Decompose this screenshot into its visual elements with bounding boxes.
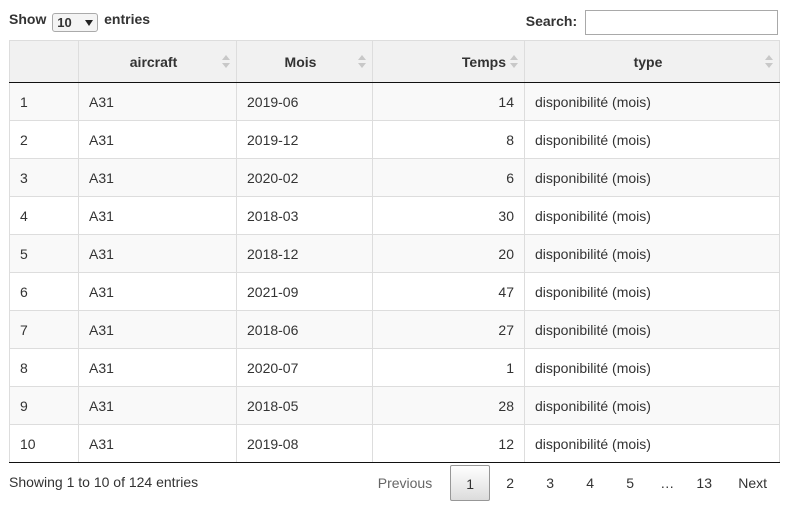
table-row: 2 A31 2019-12 8 disponibilité (mois): [9, 120, 780, 159]
aircraft-cell: A31: [78, 158, 237, 197]
aircraft-cell: A31: [78, 348, 237, 387]
search-input[interactable]: [585, 9, 778, 35]
table-row: 9 A31 2018-05 28 disponibilité (mois): [9, 386, 780, 425]
temps-cell: 14: [372, 82, 525, 121]
temps-cell: 8: [372, 120, 525, 159]
row-index-cell: 8: [9, 348, 79, 387]
sort-icon: [765, 55, 773, 69]
data-table: aircraft Mois Temps type 1 A31 2019-06 1…: [9, 40, 780, 463]
mois-cell: 2019-08: [236, 424, 373, 463]
sort-icon: [510, 55, 518, 69]
type-cell: disponibilité (mois): [524, 234, 780, 273]
table-row: 4 A31 2018-03 30 disponibilité (mois): [9, 196, 780, 235]
table-row: 1 A31 2019-06 14 disponibilité (mois): [9, 82, 780, 121]
page-button-13[interactable]: 13: [696, 475, 712, 491]
column-header-mois[interactable]: Mois: [236, 40, 373, 83]
column-header-temps[interactable]: Temps: [372, 40, 525, 83]
mois-cell: 2018-03: [236, 196, 373, 235]
temps-cell: 47: [372, 272, 525, 311]
temps-cell: 12: [372, 424, 525, 463]
search-control: Search:: [526, 9, 778, 35]
type-cell: disponibilité (mois): [524, 386, 780, 425]
temps-cell: 30: [372, 196, 525, 235]
row-index-cell: 10: [9, 424, 79, 463]
sort-icon: [358, 55, 366, 69]
table-row: 6 A31 2021-09 47 disponibilité (mois): [9, 272, 780, 311]
mois-cell: 2018-05: [236, 386, 373, 425]
mois-cell: 2020-07: [236, 348, 373, 387]
type-cell: disponibilité (mois): [524, 348, 780, 387]
aircraft-cell: A31: [78, 82, 237, 121]
page-button-4[interactable]: 4: [586, 475, 595, 491]
aircraft-cell: A31: [78, 386, 237, 425]
column-header-aircraft[interactable]: aircraft: [78, 40, 237, 83]
entries-label: entries: [104, 11, 151, 27]
type-cell: disponibilité (mois): [524, 158, 780, 197]
page-length-select[interactable]: 10: [52, 13, 99, 32]
chevron-down-icon: [85, 20, 94, 26]
page-length-control: Show 10 entries: [9, 9, 150, 32]
row-index-cell: 4: [9, 196, 79, 235]
search-label: Search:: [525, 13, 578, 29]
page-button-2[interactable]: 2: [506, 475, 515, 491]
temps-cell: 20: [372, 234, 525, 273]
mois-cell: 2019-06: [236, 82, 373, 121]
mois-cell: 2019-12: [236, 120, 373, 159]
temps-cell: 27: [372, 310, 525, 349]
mois-cell: 2021-09: [236, 272, 373, 311]
row-index-cell: 5: [9, 234, 79, 273]
temps-cell: 28: [372, 386, 525, 425]
table-info: Showing 1 to 10 of 124 entries: [9, 474, 199, 490]
sort-icon: [222, 55, 230, 69]
aircraft-cell: A31: [78, 120, 237, 159]
type-cell: disponibilité (mois): [524, 310, 780, 349]
row-index-cell: 6: [9, 272, 79, 311]
page-button-3[interactable]: 3: [546, 475, 555, 491]
type-cell: disponibilité (mois): [524, 272, 780, 311]
row-index-cell: 2: [9, 120, 79, 159]
row-index-cell: 9: [9, 386, 79, 425]
type-cell: disponibilité (mois): [524, 196, 780, 235]
header-row: aircraft Mois Temps type: [9, 40, 780, 83]
type-cell: disponibilité (mois): [524, 424, 780, 463]
row-index-cell: 7: [9, 310, 79, 349]
table-controls: Show 10 entries Search:: [9, 8, 778, 38]
type-cell: disponibilité (mois): [524, 82, 780, 121]
next-button[interactable]: Next: [738, 475, 767, 491]
page-length-value: 10: [57, 15, 72, 30]
aircraft-cell: A31: [78, 272, 237, 311]
mois-cell: 2018-06: [236, 310, 373, 349]
temps-cell: 6: [372, 158, 525, 197]
page-button-1[interactable]: 1: [450, 465, 491, 501]
page-button-5[interactable]: 5: [626, 475, 635, 491]
aircraft-cell: A31: [78, 234, 237, 273]
table-row: 10 A31 2019-08 12 disponibilité (mois): [9, 424, 780, 463]
aircraft-cell: A31: [78, 424, 237, 463]
mois-cell: 2018-12: [236, 234, 373, 273]
aircraft-cell: A31: [78, 196, 237, 235]
row-index-cell: 1: [9, 82, 79, 121]
column-header-type[interactable]: type: [524, 40, 780, 83]
pagination-ellipsis: …: [660, 475, 675, 491]
column-header-index[interactable]: [9, 40, 79, 83]
row-index-cell: 3: [9, 158, 79, 197]
table-row: 7 A31 2018-06 27 disponibilité (mois): [9, 310, 780, 349]
temps-cell: 1: [372, 348, 525, 387]
table-row: 3 A31 2020-02 6 disponibilité (mois): [9, 158, 780, 197]
table-row: 5 A31 2018-12 20 disponibilité (mois): [9, 234, 780, 273]
previous-button[interactable]: Previous: [377, 475, 433, 491]
type-cell: disponibilité (mois): [524, 120, 780, 159]
show-label: Show: [9, 11, 47, 27]
mois-cell: 2020-02: [236, 158, 373, 197]
table-row: 8 A31 2020-07 1 disponibilité (mois): [9, 348, 780, 387]
pagination: Previous 1 2 3 4 5 … 13 Next: [366, 465, 779, 501]
aircraft-cell: A31: [78, 310, 237, 349]
